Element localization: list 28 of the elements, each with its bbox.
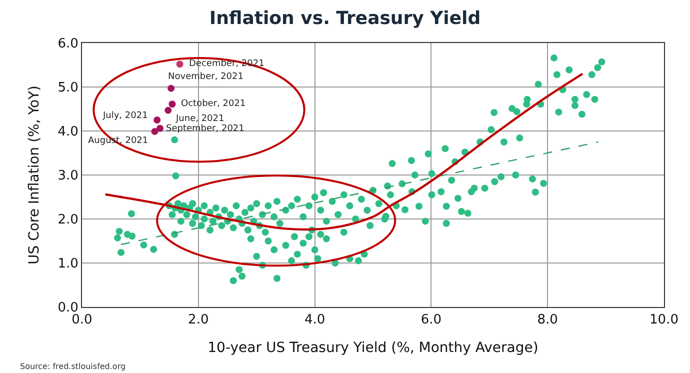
annotation: June, 2021 (175, 114, 224, 124)
x-tick-label: 2.0 (188, 312, 209, 328)
y-tick-label: 5.0 (58, 80, 78, 96)
y-tick-label: 3.0 (58, 168, 78, 184)
x-tick-label: 10.0 (650, 312, 678, 328)
annotation: October, 2021 (181, 99, 246, 109)
point (151, 128, 158, 135)
point (168, 84, 175, 92)
x-tick-label: 4.0 (304, 312, 326, 328)
x-tick-label: 8.0 (537, 312, 558, 328)
y-tick-label: 1.0 (58, 256, 78, 272)
annotation: September, 2021 (166, 124, 244, 134)
y-axis-title: US Core Inflation (%, YoY) (26, 85, 42, 265)
y-tick-label: 6.0 (58, 36, 78, 52)
x-tick-label: 0.0 (72, 312, 92, 328)
x-axis-title: 10-year US Treasury Yield (%, Monthy Average) (208, 340, 538, 356)
annotation: July, 2021 (102, 111, 148, 121)
chart-title: Inflation vs. Treasury Yield (209, 8, 481, 29)
source-note: Source: fred.stlouisfed.org (20, 362, 126, 371)
point (168, 100, 176, 108)
x-tick-label: 6.0 (420, 312, 442, 328)
y-tick-label: 2.0 (58, 212, 78, 228)
point (164, 106, 172, 114)
point (156, 124, 164, 132)
annotation: November, 2021 (168, 72, 244, 82)
y-tick-label: 4.0 (58, 124, 78, 140)
point (154, 116, 161, 124)
point (176, 60, 184, 68)
